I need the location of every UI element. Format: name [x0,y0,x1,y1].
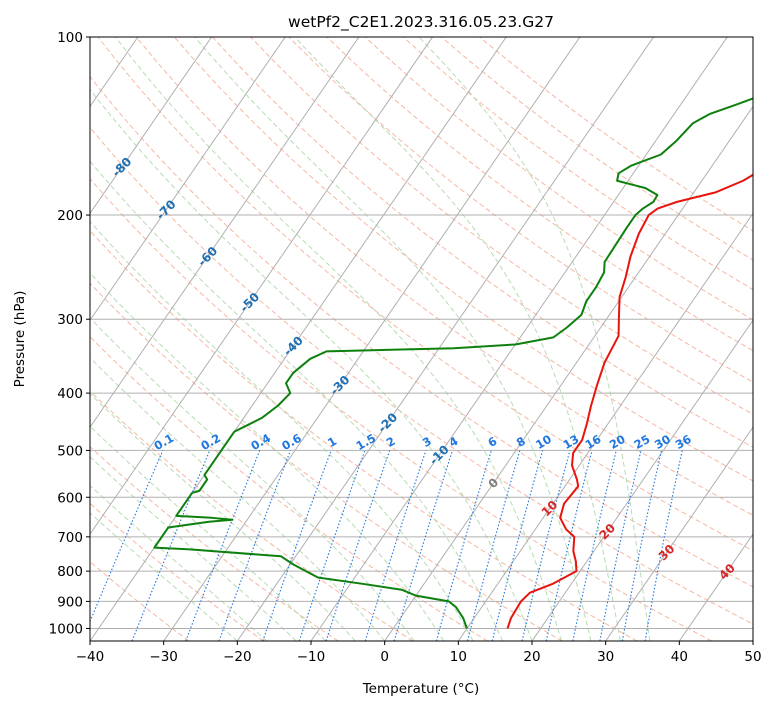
x-tick-label: −40 [76,649,105,665]
y-axis-ticks: 100 200 300 400 500 600 700 800 900 1000 [49,30,90,637]
x-tick-label: 0 [380,649,389,665]
dry-adiabat-line [135,37,753,516]
mixing-ratio-line [435,450,492,641]
x-tick-label: 50 [744,649,761,665]
mixing-ratio-label: 25 [632,432,653,452]
moist-adiabat-line [90,425,327,641]
plot-frame [89,36,754,642]
temperature-profile-line [506,173,753,629]
isotherm-line [457,212,753,641]
isotherm-line [90,37,286,322]
x-tick-label: 10 [450,649,467,665]
dry-adiabat-line [90,445,339,641]
mixing-ratio-line [599,450,642,641]
profile-series [153,97,753,629]
y-tick-label: 400 [57,386,83,402]
mixing-ratio-line [325,450,391,641]
isotherm-line [90,37,434,535]
mixing-ratio-label: 10 [533,432,554,452]
moist-adiabat-line [90,512,238,641]
mixing-ratio-label: 20 [607,432,628,452]
isotherm-lines [90,37,753,641]
isotherm-line [310,37,728,641]
x-axis-label: Temperature (°C) [362,681,480,697]
x-tick-label: −20 [223,649,252,665]
moist-adiabat-line [194,37,592,641]
mixing-ratio-label: 36 [673,432,694,452]
dry-adiabat-line [90,560,190,641]
dewpoint-profile-line [153,97,753,629]
moist-adiabat-line [90,160,503,641]
mixing-ratio-line [393,450,454,641]
mixing-ratio-line [262,450,332,641]
dry-adiabat-line [90,178,712,641]
isotherm-line [678,533,753,641]
x-tick-label: −10 [297,649,326,665]
mixing-ratio-line [521,450,571,641]
isotherm-line [236,37,655,641]
mixing-ratio-line [185,450,261,641]
moist-adiabat-line [115,37,562,641]
y-tick-label: 300 [57,312,83,328]
mixing-ratio-label: 16 [583,432,604,452]
moist-adiabat-line [90,272,445,641]
plot-area: -100-90-80-70-60-50-40-30-20-10010203040… [90,37,753,641]
isotherm-line [531,319,753,641]
isotherm-line [90,37,213,215]
mixing-ratio-line [545,450,593,641]
moist-adiabat-line [90,88,533,641]
mixing-ratio-line [218,450,292,641]
mixing-ratio-line [298,450,366,641]
y-tick-label: 500 [57,443,83,459]
dry-adiabat-line [90,229,638,641]
y-tick-label: 600 [57,490,83,506]
isotherm-line [384,105,753,641]
moist-adiabat-line [90,456,297,641]
isotherm-line [90,37,360,429]
moist-adiabat-line [294,37,621,641]
y-tick-label: 900 [57,594,83,610]
x-axis-ticks: −40 −30 −20 −10 0 10 20 30 40 50 [76,641,762,665]
isotherm-line [605,426,753,641]
isotherm-line [163,37,581,641]
x-tick-label: −30 [149,649,178,665]
dry-adiabat-line [364,37,753,321]
moist-adiabat-line [418,37,651,641]
dry-adiabat-line [90,282,563,641]
x-tick-label: 40 [671,649,688,665]
mixing-ratio-lines [90,450,683,641]
moist-adiabat-line [90,220,474,641]
dry-adiabat-line [250,37,753,415]
mixing-ratio-line [90,450,164,623]
dry-adiabat-line [402,37,753,291]
y-tick-label: 100 [57,30,83,46]
dry-adiabat-line [212,37,753,448]
chart-title: wetPf2_C2E1.2023.316.05.23.G27 [288,13,554,32]
x-tick-label: 30 [597,649,614,665]
moist-adiabat-line [90,392,356,641]
y-tick-label: 700 [57,530,83,546]
y-tick-label: 800 [57,564,83,580]
y-axis-label: Pressure (hPa) [12,291,28,388]
dry-adiabat-line [90,335,488,641]
x-tick-label: 20 [523,649,540,665]
y-tick-label: 1000 [49,621,83,637]
mixing-ratio-line [466,450,521,641]
mixing-ratio-line [364,450,427,641]
mixing-ratio-label: 30 [652,432,673,452]
y-tick-label: 200 [57,208,83,224]
moist-adiabat-line [90,357,386,641]
moist-adiabat-line [90,484,268,641]
mixing-ratio-line [572,450,617,641]
dry-adiabat-line [90,126,753,625]
